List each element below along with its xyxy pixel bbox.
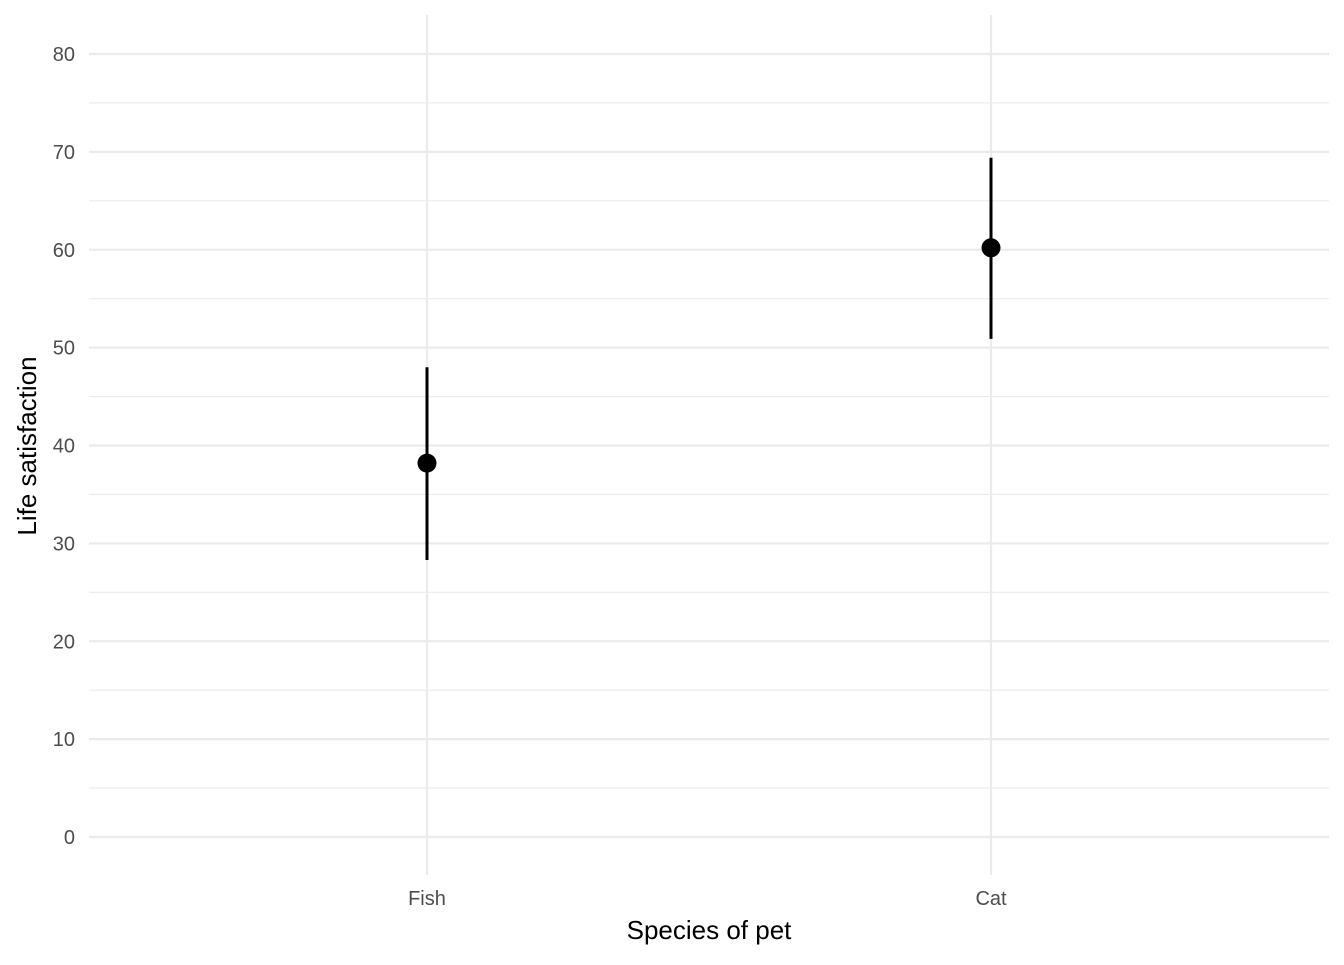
y-tick-label: 80 bbox=[53, 44, 75, 66]
y-axis-ticks: 0 10 20 30 40 50 60 70 80 bbox=[53, 44, 75, 849]
data-marks bbox=[417, 157, 1001, 561]
y-tick-label: 0 bbox=[64, 827, 75, 849]
y-tick-label: 70 bbox=[53, 142, 75, 164]
x-tick-label: Fish bbox=[408, 888, 446, 910]
y-tick-label: 40 bbox=[53, 436, 75, 458]
y-tick-label: 30 bbox=[53, 533, 75, 555]
cat-mean-point bbox=[981, 238, 1001, 258]
x-axis-ticks: Fish Cat bbox=[408, 888, 1007, 910]
y-tick-label: 20 bbox=[53, 631, 75, 653]
y-axis-title: Life satisfaction bbox=[12, 356, 42, 535]
x-tick-label: Cat bbox=[975, 888, 1007, 910]
x-axis-title: Species of pet bbox=[627, 915, 793, 945]
y-tick-label: 10 bbox=[53, 729, 75, 751]
y-tick-label: 60 bbox=[53, 240, 75, 262]
grid-layer bbox=[89, 15, 1329, 875]
fish-mean-point bbox=[417, 453, 437, 473]
y-tick-label: 50 bbox=[53, 338, 75, 360]
